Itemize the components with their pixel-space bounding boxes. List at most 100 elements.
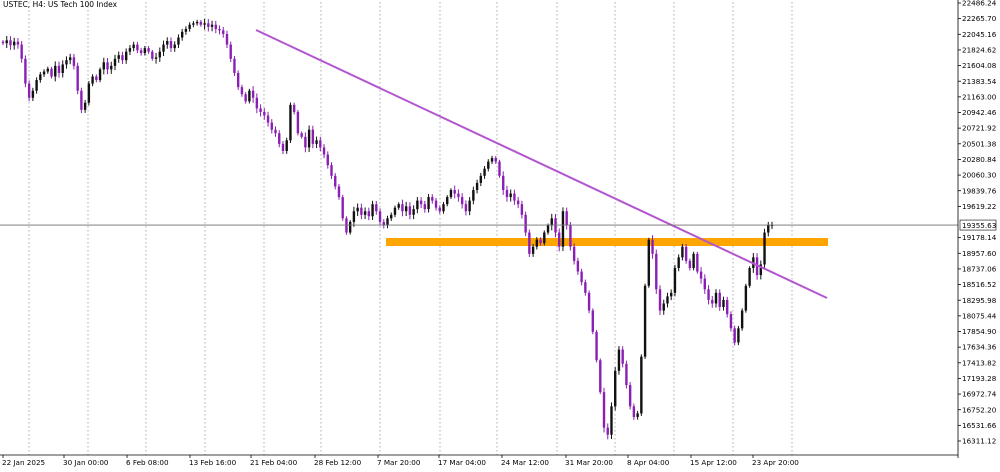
candle-body	[490, 158, 494, 162]
candle-body	[102, 62, 105, 70]
candle-body	[169, 41, 173, 49]
candle-body	[352, 211, 356, 222]
time-tick-label: 15 Apr 12:00	[690, 458, 737, 467]
candle-body	[139, 50, 143, 54]
candle-body	[255, 97, 259, 109]
candle-body	[266, 115, 270, 123]
current-price-box	[959, 219, 997, 231]
candle-body	[449, 189, 453, 198]
candle-body	[132, 44, 135, 49]
candle-body	[65, 60, 68, 65]
candle-body	[744, 285, 748, 311]
candle-body	[584, 282, 587, 293]
price-tick-label: 20501.38	[962, 139, 997, 148]
candle-body	[475, 182, 479, 190]
candle-body	[658, 289, 662, 311]
candle-body	[289, 104, 292, 141]
price-tick-label: 20280.84	[962, 155, 997, 164]
candle-body	[617, 349, 621, 371]
candle-body	[457, 193, 460, 198]
candle-body	[218, 28, 221, 31]
support-zone-band	[386, 238, 828, 246]
candle-body	[382, 221, 385, 226]
candle-body	[722, 299, 725, 308]
price-tick-label: 17193.28	[962, 374, 997, 383]
candle-body	[681, 246, 684, 258]
price-tick-label: 22045.16	[962, 30, 997, 39]
price-tick-label: 18737.06	[962, 265, 997, 274]
candle-body	[244, 94, 247, 102]
candle-body	[210, 24, 214, 27]
time-tick-label: 23 Apr 20:00	[752, 458, 799, 467]
candle-body	[12, 41, 16, 46]
candle-body	[666, 296, 669, 304]
candle-body	[39, 74, 42, 81]
candle-body	[572, 246, 576, 261]
candle-body	[80, 90, 83, 110]
candle-body	[124, 51, 128, 61]
time-tick-label: 24 Mar 12:00	[501, 458, 549, 467]
candle-body	[599, 360, 602, 393]
candle-body	[83, 102, 87, 110]
time-tick-label: 13 Feb 16:00	[189, 458, 237, 467]
candle-body	[714, 292, 718, 304]
candle-body	[356, 207, 359, 212]
candle-body	[602, 392, 606, 428]
candle-body	[240, 87, 244, 95]
price-tick-label: 16972.74	[962, 390, 997, 399]
candle-body	[688, 260, 692, 269]
price-tick-label: 22486.24	[962, 0, 997, 8]
candle-body	[274, 129, 277, 134]
candle-body	[128, 48, 132, 52]
price-tick-label: 18075.44	[962, 311, 997, 320]
candle-body	[285, 140, 288, 151]
candle-body	[307, 129, 311, 148]
price-axis[interactable]: 22486.24 22265.70 22045.16 21824.62 21604.08…	[957, 0, 997, 458]
candle-body	[42, 71, 46, 75]
candle-body	[591, 310, 595, 332]
candle-body	[214, 24, 217, 29]
candle-body	[46, 68, 49, 72]
candle-body	[565, 211, 568, 226]
time-tick-label: 8 Apr 04:00	[627, 458, 670, 467]
price-tick-label: 18957.60	[962, 249, 997, 258]
candles	[1, 18, 774, 440]
candle-body	[494, 158, 497, 162]
candle-body	[292, 104, 296, 112]
price-tick-label: 17854.90	[962, 327, 997, 336]
descending-trendline[interactable]	[255, 29, 828, 299]
candle-body	[27, 83, 31, 98]
candle-body	[487, 161, 490, 169]
candle-body	[576, 260, 580, 272]
price-tick-label: 20721.92	[962, 124, 996, 133]
candle-body	[483, 168, 486, 176]
candle-body	[628, 385, 632, 407]
candle-body	[718, 292, 721, 308]
candle-body	[539, 239, 542, 244]
candle-body	[31, 90, 35, 98]
price-tick-label: 16752.20	[962, 405, 997, 414]
time-axis[interactable]: 22 Jan 2025 30 Jan 00:00 6 Feb 08:00 13 Feb…	[0, 454, 958, 467]
candle-body	[703, 278, 707, 290]
candle-body	[50, 68, 53, 77]
time-tick-label: 6 Feb 08:00	[126, 458, 169, 467]
candle-body	[311, 129, 315, 144]
candle-body	[121, 55, 124, 61]
candle-body	[222, 30, 225, 34]
candle-body	[460, 197, 464, 205]
candle-body	[173, 44, 176, 49]
candle-body	[684, 246, 688, 261]
candle-body	[606, 427, 609, 435]
price-tick-label: 19839.76	[962, 186, 997, 195]
candle-body	[248, 90, 251, 102]
time-tick-label: 31 Mar 20:00	[565, 458, 613, 467]
candle-body	[423, 204, 427, 210]
candle-body	[270, 122, 273, 130]
candle-body	[748, 268, 751, 286]
candle-body	[662, 303, 665, 311]
candle-body	[453, 189, 456, 194]
candle-body	[236, 72, 240, 88]
candle-body	[479, 175, 483, 183]
